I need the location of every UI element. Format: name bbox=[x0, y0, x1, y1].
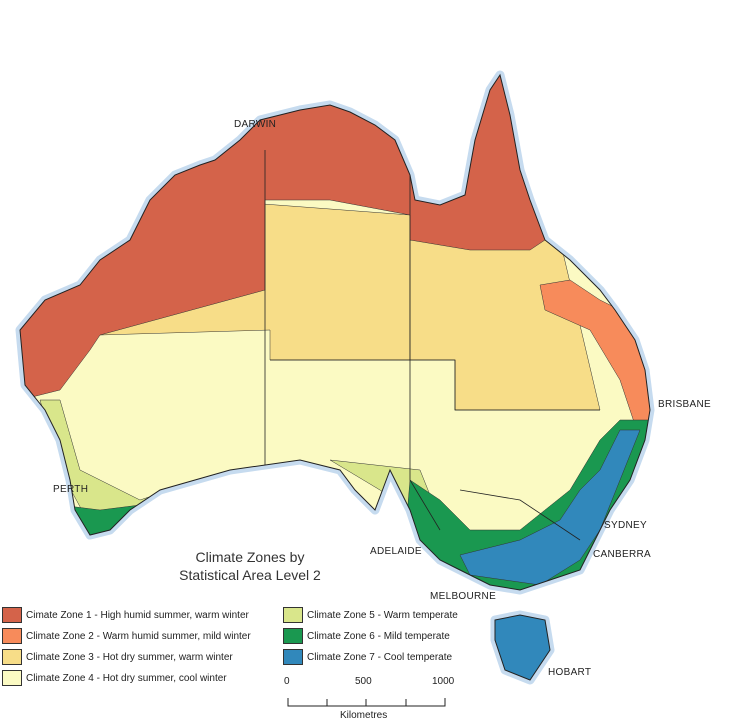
tasmania-outline bbox=[494, 614, 551, 681]
title-line-1: Climate Zones by bbox=[195, 549, 305, 565]
city-label-canberra: CANBERRA bbox=[593, 549, 651, 560]
legend-item-zone-6: Climate Zone 6 - Mild temperate bbox=[283, 628, 450, 644]
scale-tick-0: 0 bbox=[284, 676, 290, 687]
legend-item-zone-2: Climate Zone 2 - Warm humid summer, mild… bbox=[2, 628, 251, 644]
legend-label: Climate Zone 7 - Cool temperate bbox=[307, 651, 453, 663]
legend-swatch bbox=[283, 607, 303, 623]
city-label-sydney: SYDNEY bbox=[604, 520, 647, 531]
city-label-perth: PERTH bbox=[53, 484, 89, 495]
legend-label: Climate Zone 6 - Mild temperate bbox=[307, 630, 450, 642]
scale-tick-1000: 1000 bbox=[432, 676, 455, 687]
legend-label: Climate Zone 5 - Warm temperate bbox=[307, 609, 458, 621]
legend-swatch bbox=[2, 607, 22, 623]
legend-swatch bbox=[2, 628, 22, 644]
title-line-2: Statistical Area Level 2 bbox=[179, 567, 321, 583]
state-borders bbox=[264, 150, 600, 541]
city-label-melbourne: MELBOURNE bbox=[430, 591, 497, 602]
scale-bar bbox=[287, 698, 446, 707]
legend-item-zone-3: Climate Zone 3 - Hot dry summer, warm wi… bbox=[2, 649, 233, 665]
city-label-darwin: DARWIN bbox=[234, 119, 277, 130]
legend-swatch bbox=[2, 670, 22, 686]
legend-swatch bbox=[283, 628, 303, 644]
city-label-adelaide: ADELAIDE bbox=[370, 546, 422, 557]
legend-swatch bbox=[2, 649, 22, 665]
city-label-hobart: HOBART bbox=[548, 667, 592, 678]
legend-label: Climate Zone 2 - Warm humid summer, mild… bbox=[26, 630, 251, 642]
legend-item-zone-5: Climate Zone 5 - Warm temperate bbox=[283, 607, 458, 623]
legend-label: Climate Zone 3 - Hot dry summer, warm wi… bbox=[26, 651, 233, 663]
mainland-outline bbox=[19, 73, 651, 591]
scale-tick-500: 500 bbox=[355, 676, 372, 687]
city-label-brisbane: BRISBANE bbox=[658, 399, 711, 410]
legend-item-zone-7: Climate Zone 7 - Cool temperate bbox=[283, 649, 452, 665]
legend-item-zone-1: Cimate Zone 1 - High humid summer, warm … bbox=[2, 607, 249, 623]
scale-unit: Kilometres bbox=[340, 710, 388, 721]
legend-item-zone-4: Climate Zone 4 - Hot dry summer, cool wi… bbox=[2, 670, 227, 686]
legend-swatch bbox=[283, 649, 303, 665]
legend-label: Climate Zone 4 - Hot dry summer, cool wi… bbox=[26, 672, 227, 684]
map-title: Climate Zones by Statistical Area Level … bbox=[170, 548, 330, 584]
legend-label: Cimate Zone 1 - High humid summer, warm … bbox=[26, 609, 249, 621]
